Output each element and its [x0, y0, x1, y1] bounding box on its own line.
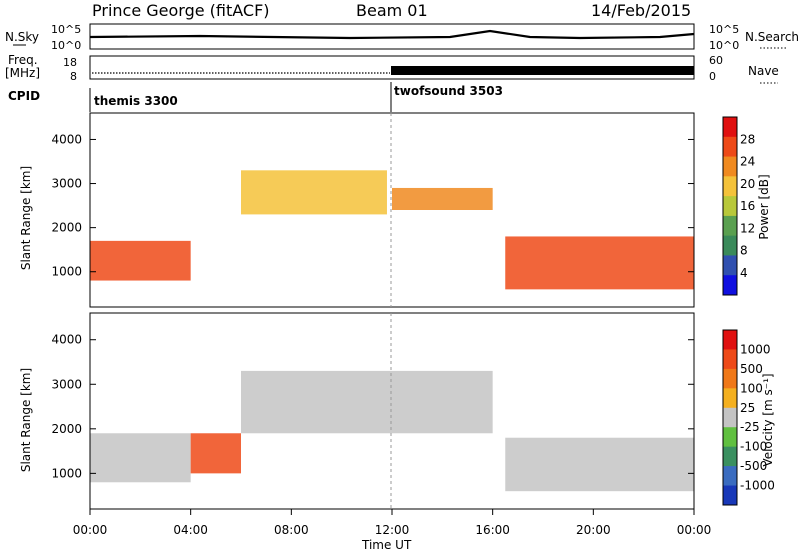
nave-tick-low: 0 [709, 70, 716, 83]
cpid-name-themis: themis 3300 [94, 94, 178, 108]
power-ylabel: Slant Range [km] [19, 166, 33, 270]
colorbar-segment-7 [723, 466, 737, 487]
power-panel: 1000 2000 3000 4000 Slant Range [km] 28 24 20… [19, 112, 771, 308]
beam-title: Beam 01 [356, 1, 428, 20]
xaxis-label: Time UT [361, 538, 412, 552]
freq-label-line2: [MHz] [5, 66, 40, 80]
colorbar-frame [722, 116, 738, 296]
x-tick-label-0: 00:00 [73, 523, 108, 537]
x-tick-label-1: 04:00 [173, 523, 208, 537]
colorbar-segment-2 [723, 156, 737, 177]
y-tick-label-3000: 3000 [51, 377, 82, 391]
freq-tick-low: 8 [70, 70, 77, 83]
noise-panel: N.Sky 10^5 10^0 10^5 10^0 N.Search [5, 23, 799, 52]
nsearch-label: N.Search [745, 30, 799, 44]
colorbar-segment-3 [723, 388, 737, 409]
colorbar-segment-4 [723, 196, 737, 217]
colorbar-tick-3: 25 [740, 401, 755, 415]
y-tick-label-2000: 2000 [51, 221, 82, 235]
x-tick-label-3: 12:00 [375, 523, 410, 537]
colorbar-segment-2 [723, 368, 737, 389]
power-band-0 [90, 240, 191, 281]
velocity-band-2 [241, 370, 493, 434]
x-tick-label-4: 16:00 [475, 523, 510, 537]
velocity-band-1 [190, 433, 241, 474]
nsky-label: N.Sky [5, 30, 39, 44]
colorbar-segment-1 [723, 349, 737, 370]
cpid-row: CPID themis 3300 twofsound 3503 [8, 82, 503, 112]
colorbar-segment-0 [723, 117, 737, 138]
colorbar-frame [722, 329, 738, 506]
velocity-band-0 [90, 433, 191, 483]
nave-filled-trace [391, 66, 694, 75]
colorbar-tick-0: 28 [740, 132, 755, 146]
cpid-name-twofsound: twofsound 3503 [394, 84, 503, 98]
colorbar-segment-0 [723, 330, 737, 350]
nave-label: Nave [748, 64, 779, 78]
noise-tick-low-right: 10^0 [709, 39, 739, 52]
colorbar-tick-5: 8 [740, 244, 748, 258]
colorbar-segment-4 [723, 407, 737, 428]
power-y-ticks: 1000 2000 3000 4000 [51, 132, 694, 279]
velocity-band-group [90, 370, 694, 492]
time-axis: 00:00 04:00 08:00 12:00 16:00 20:00 00:00 [73, 509, 712, 537]
noise-tick-low-left: 10^0 [51, 39, 81, 52]
power-colorbar-label: Power [dB] [757, 174, 771, 239]
colorbar-tick-2: 100 [740, 381, 763, 395]
colorbar-segment-6 [723, 235, 737, 256]
colorbar-tick-4: -25 [740, 420, 760, 434]
cpid-label: CPID [8, 89, 40, 103]
colorbar-tick-7: -1000 [740, 479, 775, 493]
power-band-2 [392, 187, 493, 210]
colorbar-segment-6 [723, 446, 737, 467]
noise-tick-high-right: 10^5 [709, 23, 739, 36]
colorbar-tick-6: -500 [740, 459, 767, 473]
nave-tick-high: 60 [709, 54, 723, 67]
colorbar-segment-7 [723, 255, 737, 276]
power-colorbar: 28 24 20 16 12 8 4 [722, 116, 755, 296]
colorbar-tick-0: 1000 [740, 342, 771, 356]
colorbar-tick-6: 4 [740, 266, 748, 280]
colorbar-tick-4: 12 [740, 221, 755, 235]
power-panel-frame [89, 112, 695, 308]
colorbar-segment-8 [723, 485, 737, 506]
colorbar-tick-2: 20 [740, 177, 755, 191]
velocity-band-3 [505, 437, 694, 492]
colorbar-tick-1: 24 [740, 155, 755, 169]
y-tick-label-3000: 3000 [51, 177, 82, 191]
station-title: Prince George (fitACF) [92, 1, 270, 20]
colorbar-segment-5 [723, 427, 737, 448]
y-tick-label-1000: 1000 [51, 466, 82, 480]
velocity-colorbar: 1000 500 100 25 -25 -100 -500 -1000 [722, 329, 775, 506]
x-tick-label-6: 00:00 [677, 523, 712, 537]
y-tick-label-4000: 4000 [51, 333, 82, 347]
date-title: 14/Feb/2015 [591, 1, 691, 20]
velocity-ylabel: Slant Range [km] [19, 368, 33, 472]
freq-label-line1: Freq. [8, 53, 38, 67]
noise-tick-high-left: 10^5 [51, 23, 81, 36]
y-tick-label-1000: 1000 [51, 265, 82, 279]
x-tick-label-5: 20:00 [576, 523, 611, 537]
colorbar-segment-8 [723, 275, 737, 296]
freq-panel: Freq. [MHz] 18 8 60 0 Nave [5, 53, 779, 84]
velocity-panel: 1000 2000 3000 4000 Slant Range [km] 1000 50… [19, 312, 775, 510]
y-tick-label-2000: 2000 [51, 422, 82, 436]
power-band-group [90, 170, 694, 290]
velocity-colorbar-label: Velocity [m s⁻¹] [761, 373, 775, 466]
y-tick-label-4000: 4000 [51, 132, 82, 146]
colorbar-tick-3: 16 [740, 199, 755, 213]
x-tick-label-2: 08:00 [274, 523, 309, 537]
velocity-y-ticks: 1000 2000 3000 4000 [51, 333, 694, 480]
colorbar-tick-5: -100 [740, 440, 767, 454]
freq-tick-high: 18 [63, 56, 77, 69]
colorbar-tick-1: 500 [740, 362, 763, 376]
colorbar-segment-5 [723, 215, 737, 237]
power-band-1 [241, 170, 387, 215]
nsky-trace [89, 29, 695, 40]
power-band-3 [505, 236, 694, 290]
colorbar-segment-3 [723, 176, 737, 197]
colorbar-segment-1 [723, 136, 737, 158]
